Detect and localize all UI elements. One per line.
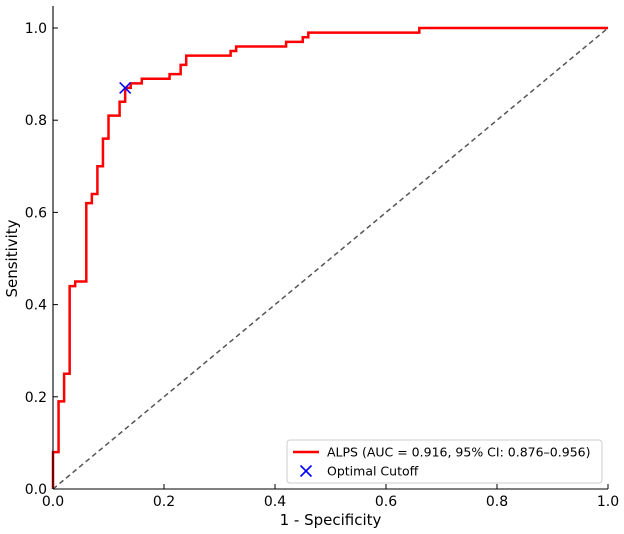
series-layer bbox=[51, 26, 609, 490]
legend-entry-alps: ALPS (AUC = 0.916, 95% CI: 0.876–0.956) bbox=[327, 445, 590, 460]
axes-layer bbox=[52, 6, 608, 490]
y-tick-label: 1.0 bbox=[25, 21, 47, 37]
ticks-layer: 0.0 0.2 0.4 0.6 0.8 1.0 0.0 0.2 0.4 0.6 0.8 1.0 bbox=[25, 21, 619, 510]
x-tick-label: 0.4 bbox=[264, 494, 286, 510]
legend-box bbox=[286, 439, 603, 484]
x-tick-label: 0.0 bbox=[42, 494, 64, 510]
x-tick-label: 0.8 bbox=[486, 494, 508, 510]
optimal-cutoff-marker bbox=[119, 81, 132, 94]
legend-entry-optimal-cutoff: Optimal Cutoff bbox=[327, 464, 419, 479]
x-tick-label: 1.0 bbox=[597, 494, 619, 510]
chance-diagonal-line bbox=[52, 27, 609, 490]
x-tick-label: 0.6 bbox=[375, 494, 397, 510]
y-tick-label: 0.8 bbox=[25, 113, 47, 129]
legend-marker-swatch bbox=[299, 464, 313, 478]
y-tick-label: 0.2 bbox=[25, 390, 47, 406]
y-tick-label: 0.0 bbox=[25, 482, 47, 498]
x-tick-label: 0.2 bbox=[153, 494, 175, 510]
y-tick-label: 0.6 bbox=[25, 205, 47, 221]
legend: ALPS (AUC = 0.916, 95% CI: 0.876–0.956) … bbox=[286, 439, 603, 484]
y-axis-label: Sensitivity bbox=[3, 219, 21, 297]
x-axis-label: 1 - Specificity bbox=[280, 511, 382, 529]
y-tick-label: 0.4 bbox=[25, 298, 47, 314]
